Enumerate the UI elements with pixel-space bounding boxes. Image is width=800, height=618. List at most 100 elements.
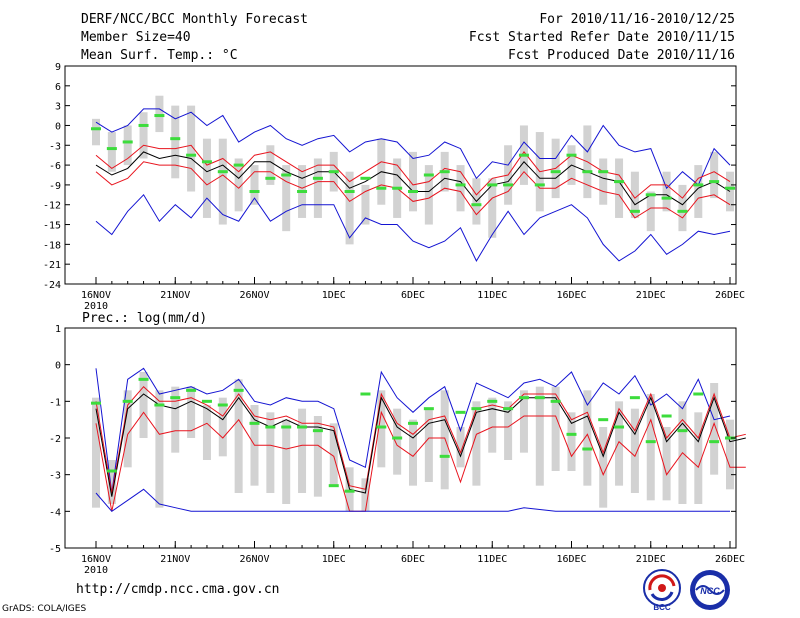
climatology-mark [138,123,149,127]
x-tick-label: 16NOV [81,290,111,301]
climatology-mark [281,173,292,177]
x-tick-label: 11DEC [477,554,507,565]
obs-bar [218,138,227,225]
ncc-logo-text: NCC [700,586,720,596]
climatology-mark [661,196,672,200]
obs-bar [345,171,354,245]
obs-bar [313,158,322,218]
obs-bar [615,158,624,218]
x-tick-label: 26NOV [239,290,269,301]
obs-bar [155,95,164,133]
climatology-mark [471,407,482,411]
fcst-produced-label: Fcst Produced Date 2010/11/16 [508,48,735,63]
y-tick-label: -1 [49,397,61,408]
series-lower-line [95,161,731,219]
obs-bar [646,191,655,232]
obs-bar [107,132,116,172]
climatology-mark [550,399,561,403]
climatology-mark [408,190,418,194]
obs-bar [409,151,417,212]
climatology-mark [693,392,704,396]
climatology-mark [360,176,371,180]
obs-bar [266,145,275,185]
climatology-mark [297,425,308,429]
x-tick-label: 1DEC [322,290,346,301]
obs-bar [488,178,497,238]
obs-bar [139,112,148,159]
climatology-mark [550,170,561,174]
obs-bar [456,165,465,212]
obs-bar [424,408,433,482]
obs-bar [678,184,687,232]
series-max-line [95,108,731,190]
obs-bar [726,419,734,490]
climatology-mark [376,425,387,429]
x-tick-label: 11DEC [477,290,507,301]
y-tick-label: 0 [55,361,61,372]
climatology-mark [614,180,625,184]
climatology-mark [344,489,355,493]
climatology-mark [709,180,720,184]
climatology-mark [233,163,244,167]
obs-bar [519,390,528,453]
climatology-mark [582,170,593,174]
series-mean-line [95,393,746,497]
climatology-mark [201,160,212,164]
climatology-mark [217,170,228,174]
climatology-mark [725,186,735,190]
climatology-mark [201,399,212,403]
obs-bar [409,419,417,486]
series-upper-line [95,385,746,494]
fcst-started-label: Fcst Started Refer Date 2010/11/15 [468,30,735,45]
obs-bar [282,419,291,504]
x-tick-label: 21DEC [636,290,666,301]
climatology-mark [566,432,577,436]
chart-title: DERF/NCC/BCC Monthly Forecast [81,12,308,27]
obs-bar [361,184,370,225]
y-tick-label: -4 [49,507,61,518]
grads-credit: GrADS: COLA/IGES [2,604,87,614]
plot-frame [64,65,737,285]
obs-bar [155,390,164,508]
obs-bar [123,125,132,166]
obs-bar [171,386,180,453]
obs-bar [710,151,719,199]
obs-bar [298,408,307,493]
obs-bar [488,397,497,453]
climatology-mark [249,421,260,425]
obs-bar [726,171,734,212]
obs-bar [92,118,100,146]
climatology-mark [233,388,244,392]
obs-bar [630,171,639,218]
x-tick-label: 26NOV [239,554,269,565]
climatology-mark [677,209,688,213]
climatology-mark [534,183,545,187]
obs-bar [630,408,639,493]
climatology-mark [487,399,498,403]
climatology-mark [661,414,672,418]
obs-bar [377,390,386,468]
obs-bar [472,401,481,486]
climatology-mark [281,425,292,429]
x-tick-label: 16DEC [556,290,586,301]
obs-bar [282,165,291,232]
series-upper-line [95,144,731,199]
footer-url[interactable]: http://cmdp.ncc.cma.gov.cn [76,582,280,597]
obs-bar [329,423,338,486]
y-tick-label: -24 [43,280,61,291]
bcc-logo-text: BCC [653,603,671,612]
climatology-mark [312,429,323,433]
x-tick-sublabel: 2010 [84,301,108,312]
obs-bar [266,412,275,493]
climatology-mark [629,209,640,213]
ncc-logo-icon: NCC [690,570,730,610]
climatology-mark [582,447,593,451]
obs-bar [440,390,449,490]
obs-bar [139,372,148,438]
member-size-label: Member Size=40 [81,30,191,45]
climatology-mark [265,425,276,429]
x-tick-label: 1DEC [322,554,346,565]
x-tick-sublabel: 2010 [84,565,108,576]
